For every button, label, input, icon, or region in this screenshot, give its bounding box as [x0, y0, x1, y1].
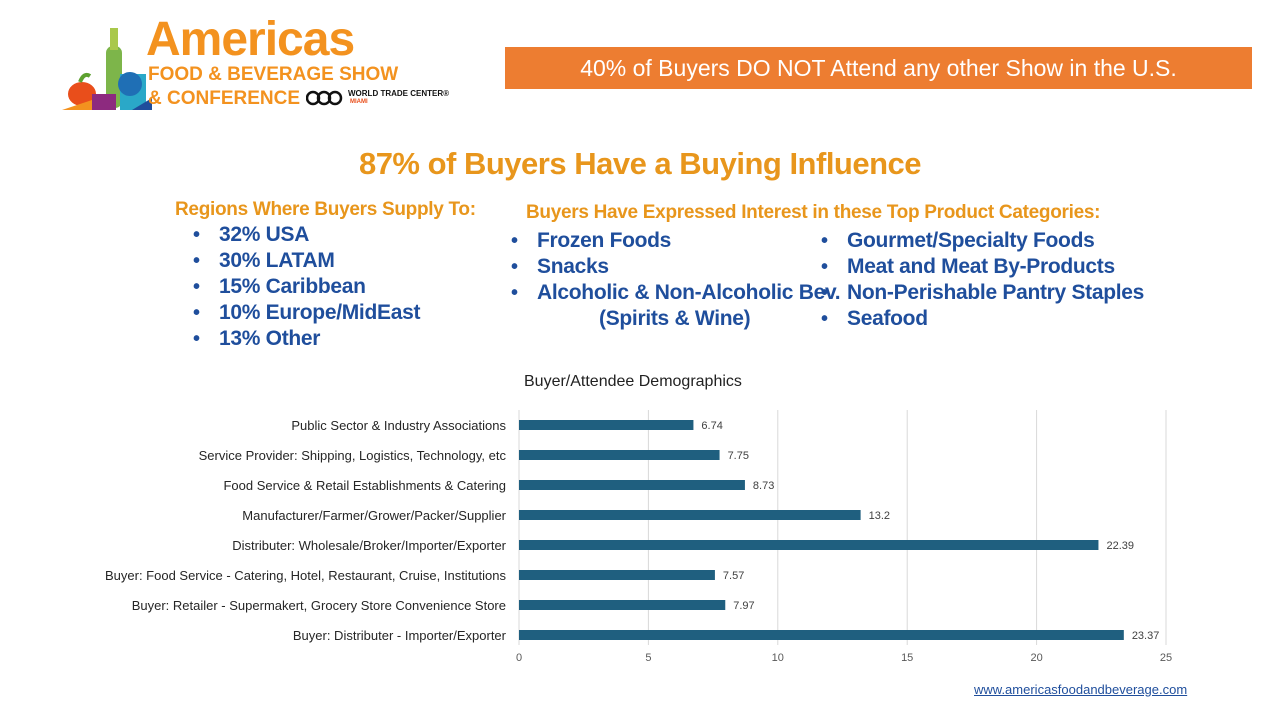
- list-item: • Frozen Foods: [511, 228, 840, 254]
- logo-subtitle-2: & CONFERENCE: [148, 88, 301, 109]
- wtc-text: WORLD TRADE CENTER®: [348, 89, 449, 98]
- category-label: Buyer: Retailer - Supermakert, Grocery S…: [132, 598, 506, 613]
- data-label: 23.37: [1132, 630, 1160, 642]
- bar: [519, 630, 1124, 640]
- website-link[interactable]: www.americasfoodandbeverage.com: [974, 682, 1188, 697]
- x-tick-label: 0: [516, 652, 522, 664]
- data-label: 8.73: [753, 480, 774, 492]
- list-item: • Seafood: [821, 306, 1144, 332]
- list-item: • 30% LATAM: [193, 248, 420, 274]
- wtc-logo-icon: [306, 90, 343, 106]
- region-label: 30% LATAM: [219, 249, 335, 272]
- list-item: • Snacks: [511, 254, 840, 280]
- list-item: • Non-Perishable Pantry Staples: [821, 280, 1144, 306]
- x-tick-label: 20: [1030, 652, 1042, 664]
- category-label: Frozen Foods: [537, 229, 672, 252]
- category-label: Public Sector & Industry Associations: [291, 418, 506, 433]
- category-label: Meat and Meat By-Products: [847, 255, 1115, 278]
- wtc-city: MIAMI: [350, 99, 368, 105]
- logo-title: Americas: [146, 13, 355, 66]
- bullet-icon: •: [821, 230, 828, 252]
- bar: [519, 600, 726, 610]
- list-item: • Alcoholic & Non-Alcoholic Bev.: [511, 280, 841, 306]
- region-label: 32% USA: [219, 223, 310, 246]
- bullet-icon: •: [193, 328, 200, 350]
- data-label: 7.57: [723, 570, 744, 582]
- bullet-icon: •: [821, 256, 828, 278]
- data-label: 7.75: [728, 450, 749, 462]
- x-tick-label: 15: [901, 652, 913, 664]
- list-item: • 10% Europe/MidEast: [193, 300, 420, 326]
- bar: [519, 510, 861, 520]
- bar: [519, 540, 1099, 550]
- regions-list: • 32% USA • 30% LATAM • 15% Caribbean • 10% …: [193, 222, 420, 352]
- region-label: 15% Caribbean: [219, 275, 366, 298]
- bar: [519, 570, 715, 580]
- regions-heading: Regions Where Buyers Supply To:: [175, 199, 476, 220]
- list-item: • Meat and Meat By-Products: [821, 254, 1144, 280]
- category-label: Non-Perishable Pantry Staples: [847, 281, 1145, 304]
- list-item: • 13% Other: [193, 326, 420, 352]
- logo-food-graphic-icon: [62, 28, 152, 110]
- bullet-icon: •: [193, 302, 200, 324]
- category-label: Food Service & Retail Establishments & C…: [223, 478, 506, 493]
- bullet-icon: •: [821, 308, 828, 330]
- category-label: Distributer: Wholesale/Broker/Importer/E…: [232, 538, 506, 553]
- bullet-icon: •: [511, 230, 518, 252]
- bar: [519, 480, 745, 490]
- data-label: 7.97: [733, 600, 754, 612]
- list-item: • 15% Caribbean: [193, 274, 420, 300]
- category-label: Manufacturer/Farmer/Grower/Packer/Suppli…: [242, 508, 506, 523]
- buying-influence-headline: 87% of Buyers Have a Buying Influence: [358, 146, 922, 181]
- bullet-icon: •: [193, 250, 200, 272]
- logo-subtitle: FOOD & BEVERAGE SHOW: [148, 64, 399, 85]
- x-tick-label: 10: [772, 652, 784, 664]
- categories-list-right: • Gourmet/Specialty Foods • Meat and Meat …: [821, 228, 1144, 332]
- demographics-bar-chart: 0 5 10 15 20 25 Public Sector & Industry Assoc…: [105, 410, 1172, 664]
- chart-title: Buyer/Attendee Demographics: [524, 373, 742, 390]
- bullet-icon: •: [821, 282, 828, 304]
- bar: [519, 420, 694, 430]
- x-tick-label: 5: [645, 652, 651, 664]
- list-item: • Gourmet/Specialty Foods: [821, 228, 1144, 254]
- region-label: 13% Other: [219, 327, 321, 350]
- category-label: Buyer: Food Service - Catering, Hotel, R…: [105, 568, 507, 583]
- data-label: 13.2: [869, 510, 890, 522]
- bullet-icon: •: [193, 224, 200, 246]
- x-tick-label: 25: [1160, 652, 1172, 664]
- category-label: Alcoholic & Non-Alcoholic Bev.: [537, 281, 841, 304]
- bar: [519, 450, 720, 460]
- region-label: 10% Europe/MidEast: [219, 301, 421, 324]
- attendance-banner: 40% of Buyers DO NOT Attend any other Sh…: [505, 47, 1252, 89]
- categories-list-left: • Frozen Foods • Snacks • Alcoholic & Non-A…: [511, 228, 841, 332]
- data-label: 6.74: [701, 420, 722, 432]
- category-label: Service Provider: Shipping, Logistics, T…: [199, 448, 507, 463]
- category-label: Buyer: Distributer - Importer/Exporter: [293, 628, 507, 643]
- category-label: Gourmet/Specialty Foods: [847, 229, 1095, 252]
- category-label: Snacks: [537, 255, 609, 278]
- list-item: • 32% USA: [193, 222, 420, 248]
- category-label: Seafood: [847, 307, 928, 330]
- bullet-icon: •: [193, 276, 200, 298]
- list-item-continuation: (Spirits & Wine): [599, 307, 751, 330]
- show-logo: Americas FOOD & BEVERAGE SHOW & CONFEREN…: [62, 14, 462, 114]
- bullet-icon: •: [511, 256, 518, 278]
- bullet-icon: •: [511, 282, 518, 304]
- data-label: 22.39: [1106, 540, 1134, 552]
- categories-heading: Buyers Have Expressed Interest in these …: [526, 202, 1101, 223]
